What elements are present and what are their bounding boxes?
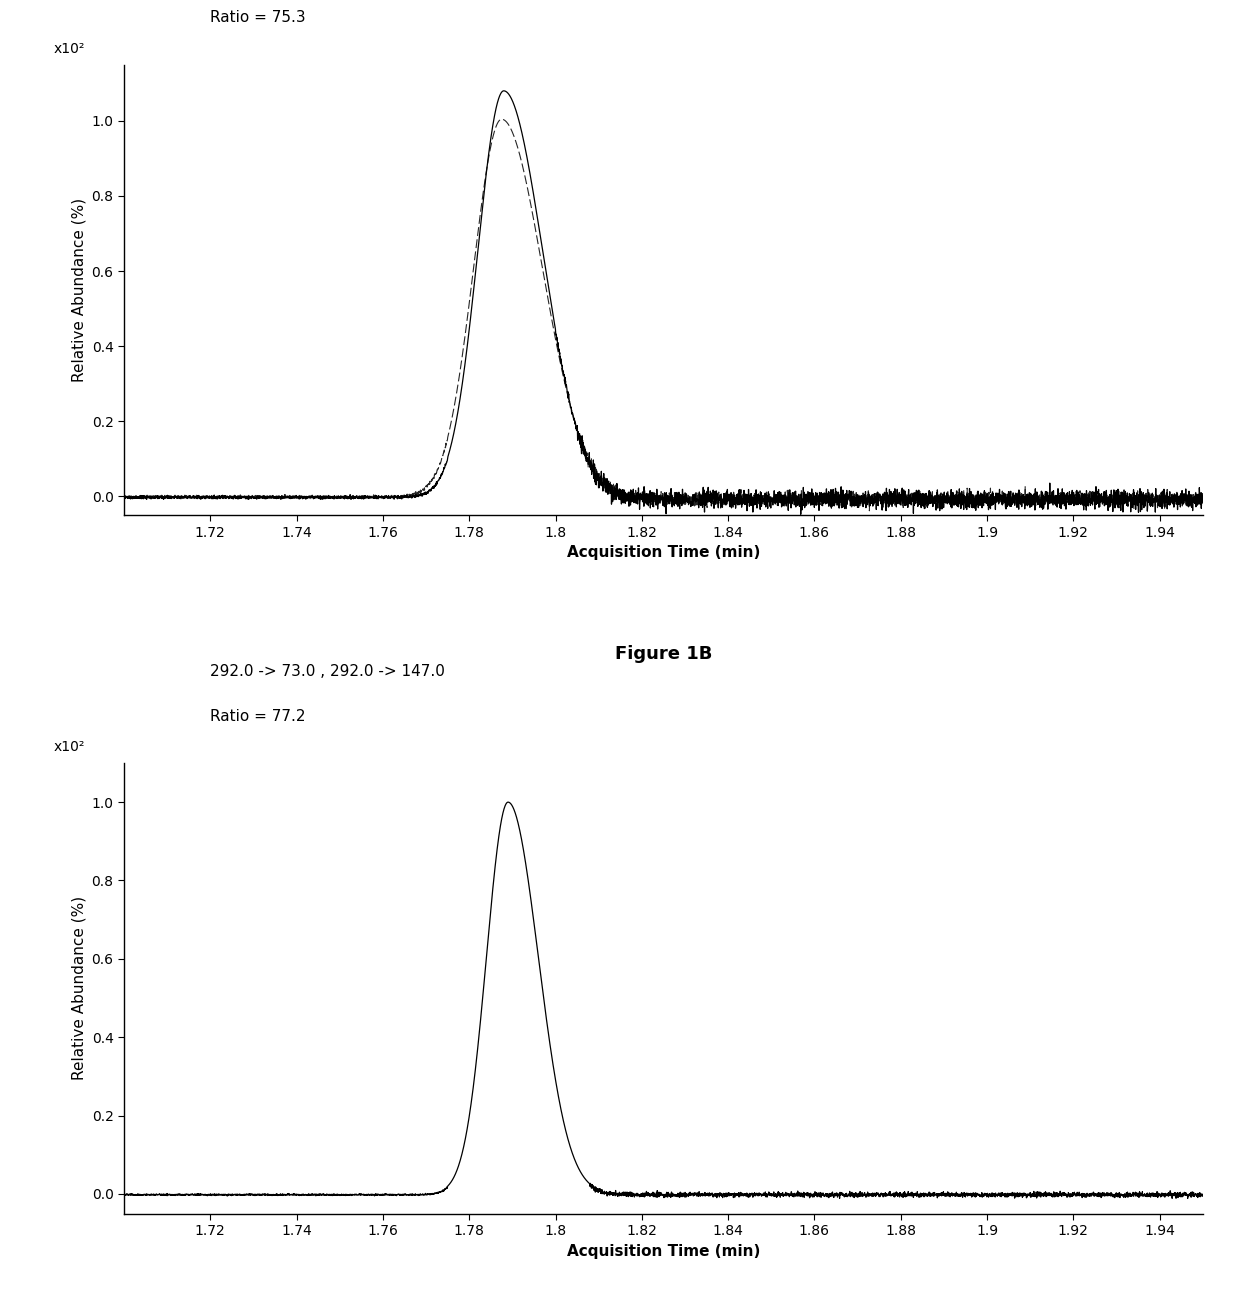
X-axis label: Acquisition Time (min): Acquisition Time (min) <box>567 1243 760 1259</box>
Text: Ratio = 77.2: Ratio = 77.2 <box>211 709 306 724</box>
Y-axis label: Relative Abundance (%): Relative Abundance (%) <box>71 896 86 1081</box>
Text: x10²: x10² <box>53 41 86 56</box>
Title: Figure 1B: Figure 1B <box>615 644 712 662</box>
X-axis label: Acquisition Time (min): Acquisition Time (min) <box>567 545 760 560</box>
Text: 292.0 -> 73.0 , 292.0 -> 147.0: 292.0 -> 73.0 , 292.0 -> 147.0 <box>211 664 445 679</box>
Text: Ratio = 75.3: Ratio = 75.3 <box>211 10 306 26</box>
Text: x10²: x10² <box>53 740 86 754</box>
Y-axis label: Relative Abundance (%): Relative Abundance (%) <box>71 198 86 382</box>
